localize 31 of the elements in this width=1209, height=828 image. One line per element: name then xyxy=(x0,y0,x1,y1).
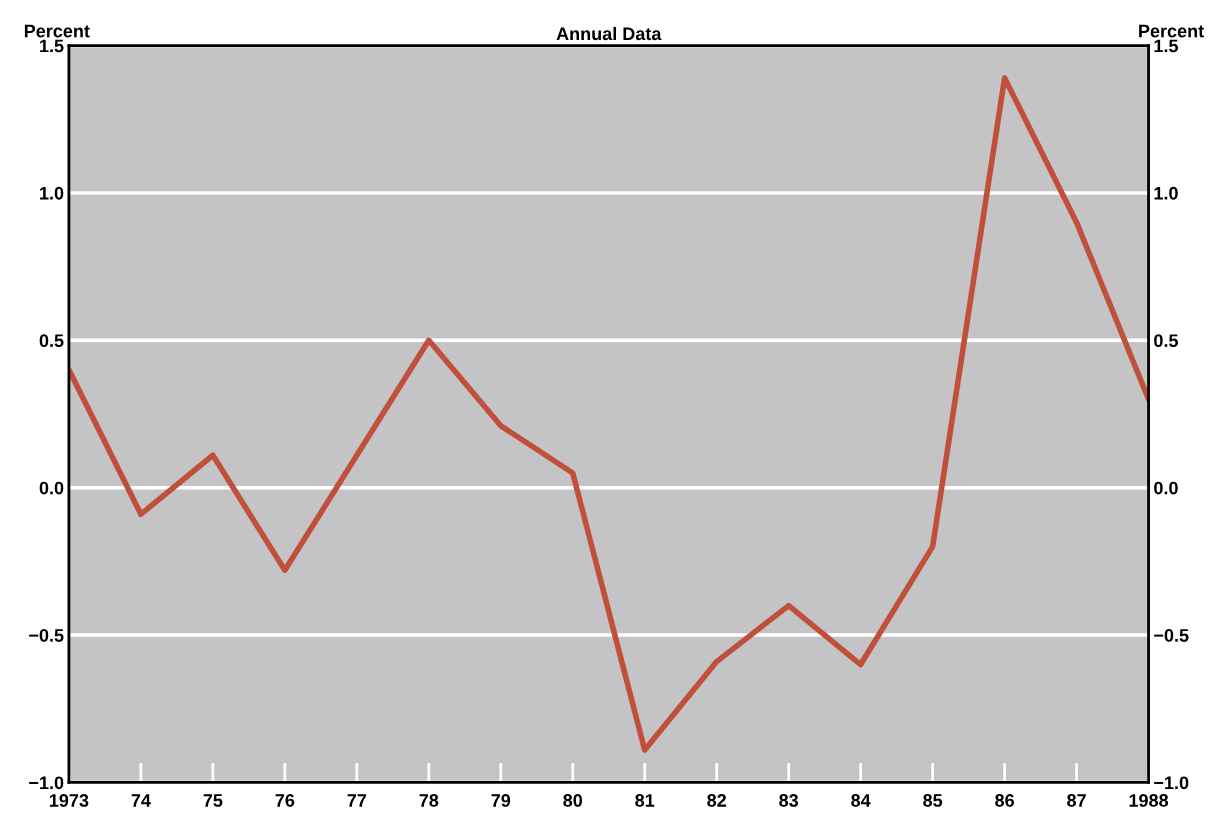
x-tick-label: 84 xyxy=(851,794,871,807)
y2-tick-label: −0.5 xyxy=(1154,629,1189,642)
x-tick-label: 87 xyxy=(1067,794,1086,807)
x-tick-label: 86 xyxy=(995,794,1014,807)
x-tick-label: 1988 xyxy=(1129,794,1169,807)
x-tick-label: 77 xyxy=(347,794,367,807)
y-tick-label: −1.0 xyxy=(29,776,64,790)
x-tick-label: 81 xyxy=(635,794,655,807)
x-tick-label: 82 xyxy=(707,794,727,807)
x-tick-label: 80 xyxy=(563,794,583,807)
x-tick-label: 85 xyxy=(923,794,943,807)
y-tick-label: −0.5 xyxy=(29,629,64,642)
y2-tick-label: −1.0 xyxy=(1154,776,1189,790)
y-tick-label: 0.0 xyxy=(39,481,64,495)
y2-tick-label: 1.0 xyxy=(1154,186,1178,200)
y-tick-label: 1.5 xyxy=(40,39,64,53)
y-tick-label: 0.5 xyxy=(39,334,64,348)
y2-tick-label: 0.5 xyxy=(1154,334,1179,348)
x-tick-label: 74 xyxy=(131,794,151,807)
y2-tick-label: 0.0 xyxy=(1154,481,1178,495)
x-tick-label: 78 xyxy=(419,794,439,807)
y2-tick-label: 1.5 xyxy=(1154,39,1179,53)
y-tick-label: 1.0 xyxy=(40,186,64,200)
x-tick-label: 79 xyxy=(491,794,511,807)
x-tick-label: 1973 xyxy=(49,794,89,807)
x-tick-label: 83 xyxy=(779,794,799,807)
x-tick-label: 75 xyxy=(203,794,223,807)
y-axis-title: Percent xyxy=(24,24,90,38)
x-tick-label: 76 xyxy=(275,794,295,807)
y2-axis-title: Percent xyxy=(1139,24,1204,38)
chart-title: Annual Data xyxy=(556,26,662,41)
